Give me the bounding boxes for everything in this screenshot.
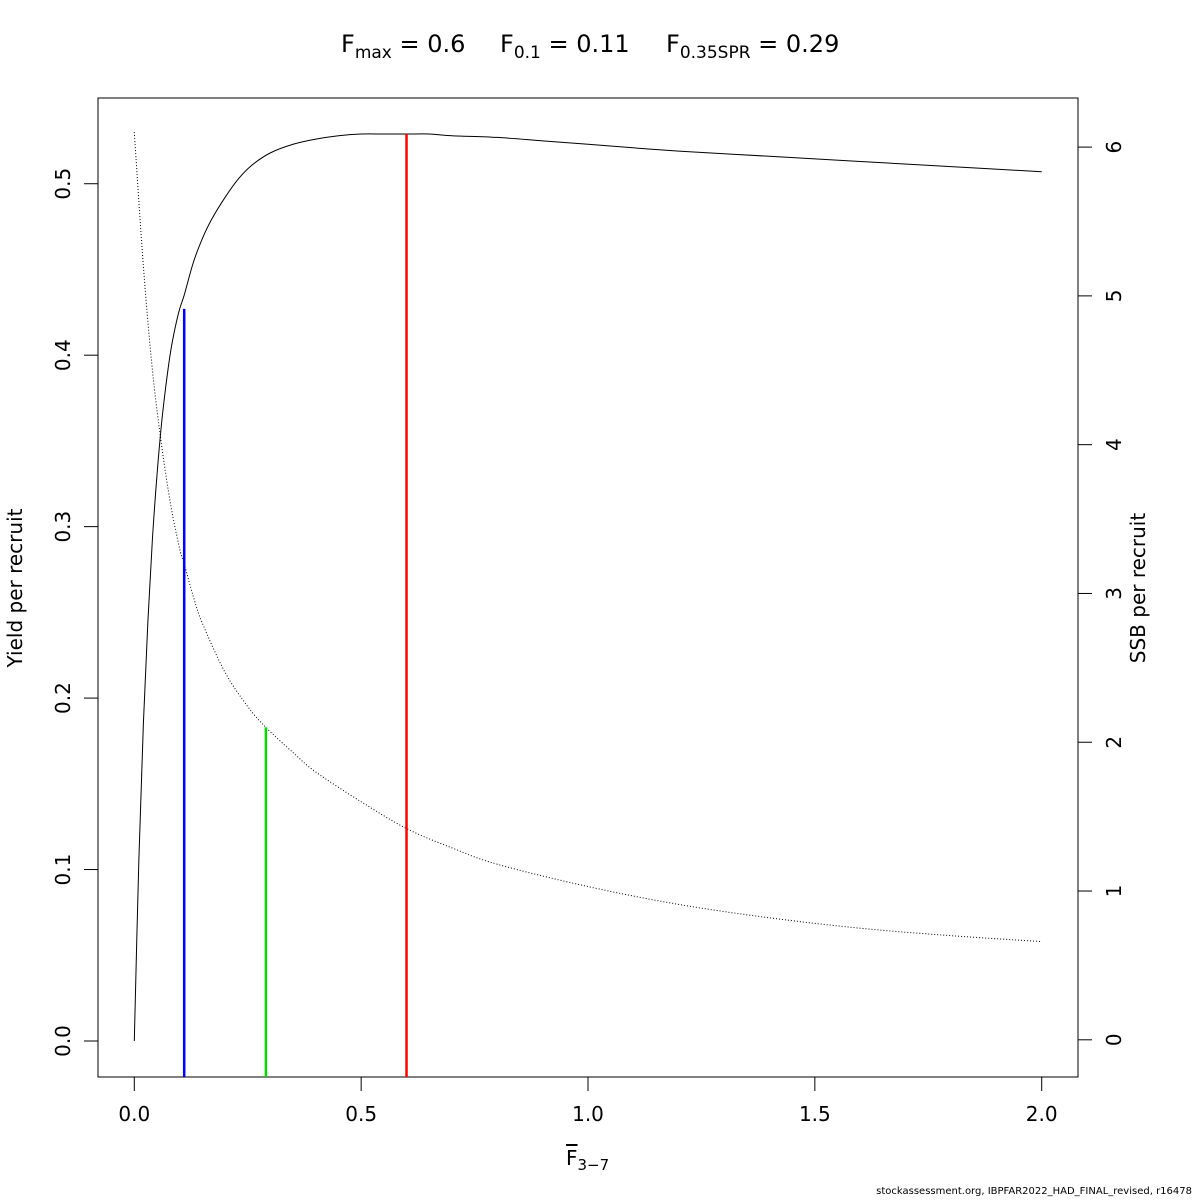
y-right-tick-label: 3 — [1102, 587, 1126, 600]
x-tick-label: 2.0 — [1026, 1102, 1058, 1126]
y-left-tick-label: 0.1 — [51, 854, 75, 886]
y-right-tick-label: 6 — [1102, 141, 1126, 154]
x-tick-label: 0.5 — [345, 1102, 377, 1126]
y-axis-left-label: Yield per recruit — [3, 508, 27, 668]
y-left-tick-label: 0.4 — [51, 339, 75, 371]
footer-source: stockassessment.org, IBPFAR2022_HAD_FINA… — [876, 1186, 1192, 1197]
reference-lines — [182, 134, 408, 1077]
ssb-per-recruit-line — [133, 132, 1042, 943]
title-f01: F0.1 = 0.11 — [500, 30, 630, 63]
x-axis: 0.0 0.5 1.0 1.5 2.0 — [118, 1076, 1058, 1126]
y-axis-left: 0.0 0.1 0.2 0.3 0.4 0.5 — [51, 168, 99, 1057]
x-tick-label: 1.0 — [572, 1102, 604, 1126]
y-left-tick-label: 0.3 — [51, 511, 75, 543]
y-left-tick-label: 0.5 — [51, 168, 75, 200]
plot-frame — [97, 97, 1079, 1078]
x-axis-label: F3−7 — [566, 1146, 610, 1174]
y-right-tick-label: 5 — [1102, 290, 1126, 303]
y-right-tick-label: 4 — [1102, 438, 1126, 451]
y-right-tick-label: 0 — [1102, 1033, 1126, 1046]
y-left-tick-label: 0.0 — [51, 1025, 75, 1057]
y-axis-right-label: SSB per recruit — [1126, 513, 1150, 664]
x-tick-label: 0.0 — [118, 1102, 150, 1126]
y-right-tick-label: 2 — [1102, 736, 1126, 749]
title-fmax: Fmax = 0.6 — [341, 30, 466, 63]
y-right-tick-label: 1 — [1102, 885, 1126, 898]
x-tick-label: 1.5 — [799, 1102, 831, 1126]
series-layer — [133, 132, 1042, 1042]
yield-per-recruit-line — [133, 133, 1042, 1042]
y-axis-right: 0 1 2 3 4 5 6 — [1077, 141, 1126, 1046]
title-f035spr: F0.35SPR = 0.29 — [666, 30, 840, 63]
y-left-tick-label: 0.2 — [51, 682, 75, 714]
